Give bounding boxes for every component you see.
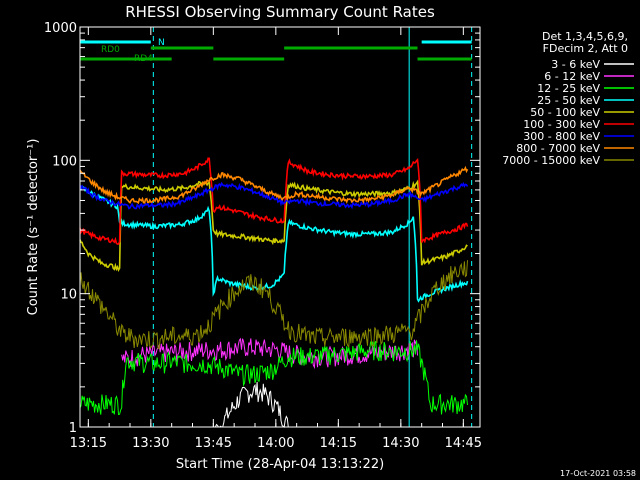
x-tick-label-6: 14:45 bbox=[445, 436, 482, 451]
x-tick-label-0: 13:15 bbox=[70, 436, 107, 451]
series-line-2 bbox=[79, 340, 468, 416]
x-axis-label: Start Time (28-Apr-04 13:13:22) bbox=[176, 457, 384, 472]
x-tick-label-4: 14:15 bbox=[320, 436, 357, 451]
legend-label-2: 12 - 25 keV bbox=[537, 82, 600, 95]
series-line-1 bbox=[121, 337, 418, 370]
legend-label-6: 300 - 800 keV bbox=[523, 130, 600, 143]
y-tick-label-1: 10 bbox=[60, 288, 77, 303]
series-line-5 bbox=[79, 157, 469, 245]
y-tick-label-3: 1000 bbox=[44, 21, 77, 36]
axes: 13:15 13:30 13:45 14:00 14:15 14:30 14:45 1 10 10… bbox=[44, 21, 482, 451]
y-tick-label-2: 100 bbox=[52, 154, 77, 169]
x-tick-label-2: 13:45 bbox=[195, 436, 232, 451]
plot-frame bbox=[79, 26, 481, 428]
series-line-3 bbox=[79, 185, 469, 303]
x-tick-label-3: 14:00 bbox=[257, 436, 294, 451]
x-tick-label-5: 14:30 bbox=[382, 436, 419, 451]
data-series bbox=[79, 157, 469, 428]
series-line-8 bbox=[79, 260, 468, 350]
legend-label-3: 25 - 50 keV bbox=[537, 94, 600, 107]
series-line-7 bbox=[79, 165, 469, 205]
flag-label-rd4: RD4 bbox=[134, 54, 153, 64]
legend-header-1: FDecim 2, Att 0 bbox=[543, 42, 628, 55]
timestamp: 17-Oct-2021 03:58 bbox=[560, 469, 636, 478]
y-axis-label: Count Rate (s⁻¹ detector⁻¹) bbox=[26, 139, 41, 316]
flag-label-rd0: RD0 bbox=[101, 45, 120, 55]
series-line-6 bbox=[79, 181, 469, 210]
legend-label-4: 50 - 100 keV bbox=[530, 106, 600, 119]
flag-label-n: N bbox=[158, 38, 165, 48]
series-line-4 bbox=[79, 179, 468, 273]
legend: Det 1,3,4,5,6,9,FDecim 2, Att 0 3 - 6 keV… bbox=[502, 30, 634, 167]
y-tick-label-0: 1 bbox=[69, 421, 77, 436]
chart-title: RHESSI Observing Summary Count Rates bbox=[125, 3, 435, 21]
legend-label-5: 100 - 300 keV bbox=[523, 118, 600, 131]
flag-bars: N RD0 RD4 bbox=[80, 38, 472, 64]
legend-label-7: 800 - 7000 keV bbox=[516, 142, 600, 155]
legend-label-8: 7000 - 15000 keV bbox=[502, 154, 600, 167]
legend-header-0: Det 1,3,4,5,6,9, bbox=[542, 30, 628, 43]
x-tick-label-1: 13:30 bbox=[132, 436, 169, 451]
legend-label-1: 6 - 12 keV bbox=[544, 70, 600, 83]
legend-label-0: 3 - 6 keV bbox=[551, 58, 600, 71]
